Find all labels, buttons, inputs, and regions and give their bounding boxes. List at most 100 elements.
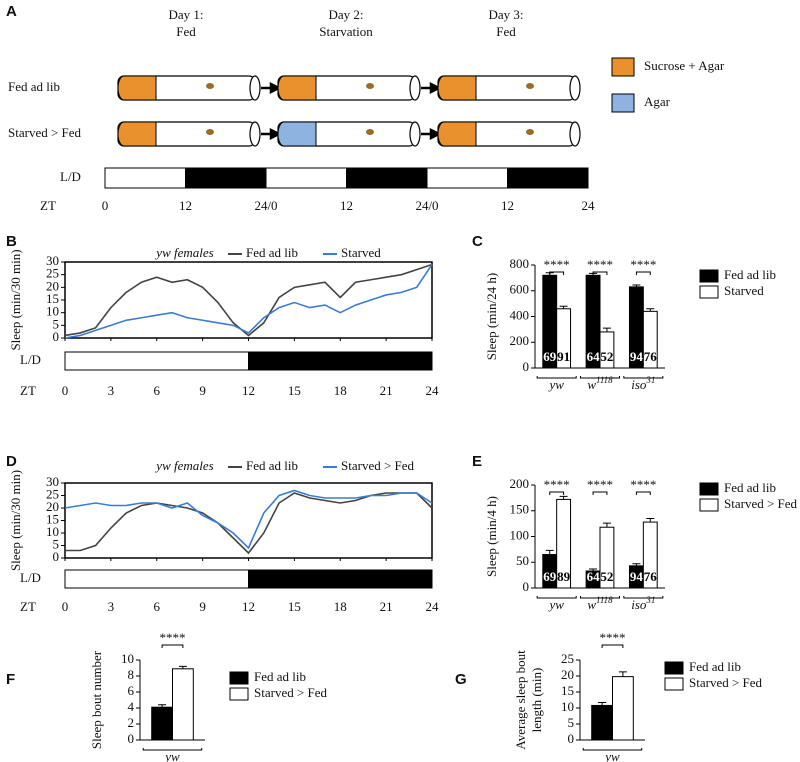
ld-segment bbox=[185, 167, 267, 189]
n-label: 94 bbox=[630, 349, 644, 364]
y-tick-label: 10 bbox=[121, 651, 134, 666]
y-axis-label: Sleep bout number bbox=[89, 650, 104, 749]
x-tick-label: 6 bbox=[154, 383, 161, 398]
legend-label: Fed ad lib bbox=[254, 669, 306, 684]
zt-label: ZT bbox=[40, 198, 56, 213]
y-tick-label: 50 bbox=[516, 553, 529, 568]
y-tick-label: 0 bbox=[53, 329, 60, 344]
light-period bbox=[64, 351, 249, 371]
y-tick-label: 20 bbox=[46, 499, 59, 514]
panel-label: C bbox=[472, 233, 483, 250]
n-label: 64 bbox=[587, 569, 601, 584]
series-line bbox=[64, 489, 433, 550]
tube-end bbox=[409, 75, 421, 101]
sig-bracket bbox=[592, 491, 608, 495]
x-tick-label: 18 bbox=[334, 599, 347, 614]
legend-swatch bbox=[664, 677, 684, 691]
y-tick-label: 30 bbox=[46, 253, 59, 268]
zt-tick-label: 12 bbox=[340, 198, 353, 213]
ld-segment bbox=[346, 167, 428, 189]
x-tick-label: 9 bbox=[199, 383, 206, 398]
x-tick-label: 3 bbox=[108, 599, 115, 614]
light-period bbox=[64, 569, 249, 589]
x-tick-label: 6 bbox=[154, 599, 161, 614]
series-line bbox=[64, 263, 433, 337]
zt-tick-label: 0 bbox=[102, 198, 109, 213]
dark-period bbox=[248, 569, 433, 589]
sig-bracket bbox=[635, 491, 651, 495]
x-tick-label: 0 bbox=[62, 383, 69, 398]
x-tick-label: 15 bbox=[288, 599, 301, 614]
panel-label: E bbox=[472, 453, 482, 470]
y-tick-label: 20 bbox=[561, 667, 574, 682]
y-tick-label: 15 bbox=[561, 683, 574, 698]
legend-label: Starved bbox=[341, 245, 381, 260]
y-tick-label: 0 bbox=[568, 731, 575, 746]
bar bbox=[151, 706, 173, 741]
error-bar bbox=[559, 495, 568, 500]
zt-tick-label: 12 bbox=[501, 198, 514, 213]
legend-label: Fed ad lib bbox=[689, 659, 741, 674]
error-bar bbox=[559, 305, 568, 309]
ld-segment bbox=[507, 167, 589, 189]
n-label: 52 bbox=[600, 349, 613, 364]
day-label: Starvation bbox=[319, 24, 373, 39]
category-text: yw bbox=[603, 749, 620, 762]
sig-bracket bbox=[635, 271, 651, 275]
n-label: 69 bbox=[543, 569, 557, 584]
y-tick-label: 200 bbox=[510, 476, 530, 491]
category-label: yw bbox=[163, 749, 180, 762]
category-bracket bbox=[580, 376, 620, 379]
ld-segment bbox=[265, 167, 347, 189]
error-bar bbox=[646, 517, 655, 523]
y-tick-label: 5 bbox=[53, 316, 60, 331]
panel-label: F bbox=[6, 671, 15, 688]
sig-label: **** bbox=[544, 257, 570, 272]
y-axis-label: Sleep (min/30 min) bbox=[8, 249, 23, 350]
category-text: yw bbox=[547, 377, 564, 392]
food bbox=[277, 75, 317, 101]
y-tick-label: 800 bbox=[510, 256, 530, 271]
fly bbox=[526, 129, 534, 135]
fly bbox=[206, 129, 214, 135]
legend-label: Fed ad lib bbox=[246, 458, 298, 473]
legend-swatch bbox=[664, 661, 684, 675]
y-tick-label: 0 bbox=[523, 579, 530, 594]
food bbox=[437, 75, 477, 101]
category-sup: 1118 bbox=[596, 595, 613, 605]
y-tick-label: 25 bbox=[561, 651, 574, 666]
ld-segment bbox=[104, 167, 186, 189]
x-tick-label: 3 bbox=[108, 383, 115, 398]
legend-label: Starved > Fed bbox=[254, 685, 328, 700]
ld-label: L/D bbox=[20, 352, 41, 367]
y-tick-label: 2 bbox=[128, 715, 135, 730]
ld-label: L/D bbox=[60, 169, 81, 184]
category-text: yw bbox=[163, 749, 180, 762]
y-tick-label: 4 bbox=[128, 699, 135, 714]
legend-label: Starved > Fed bbox=[689, 675, 763, 690]
y-tick-label: 15 bbox=[46, 511, 59, 526]
food bbox=[117, 75, 157, 101]
y-tick-label: 100 bbox=[510, 527, 530, 542]
category-bracket bbox=[582, 748, 643, 751]
error-bar bbox=[545, 549, 554, 555]
legend-swatch bbox=[699, 269, 719, 283]
x-tick-label: 9 bbox=[199, 599, 206, 614]
sig-label: **** bbox=[160, 630, 186, 645]
sig-bracket bbox=[549, 271, 565, 275]
series-line bbox=[65, 492, 433, 555]
legend-label: Starved bbox=[724, 283, 764, 298]
n-label: 64 bbox=[587, 349, 601, 364]
y-tick-label: 15 bbox=[46, 291, 59, 306]
day-label: Day 3: bbox=[488, 7, 523, 22]
category-bracket bbox=[536, 596, 577, 599]
y-tick-label: 0 bbox=[523, 359, 530, 374]
x-tick-label: 15 bbox=[288, 383, 301, 398]
panel-label: D bbox=[6, 453, 17, 470]
x-tick-label: 12 bbox=[242, 599, 255, 614]
n-label: 91 bbox=[557, 349, 570, 364]
day-label: Fed bbox=[496, 24, 516, 39]
panel-label: G bbox=[455, 671, 467, 688]
category-label: w1118 bbox=[587, 595, 613, 612]
